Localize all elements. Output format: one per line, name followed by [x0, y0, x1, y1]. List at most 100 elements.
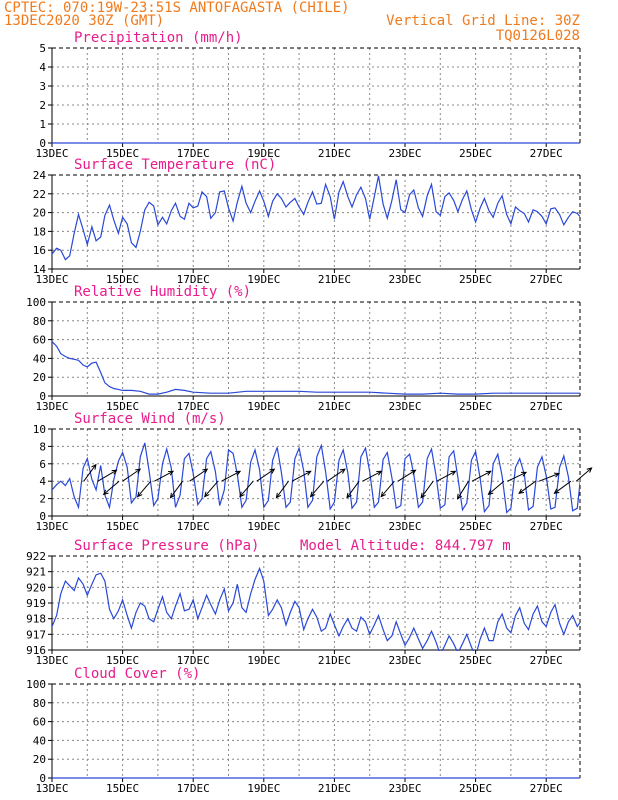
wind-arrow [554, 480, 572, 494]
y-tick-label: 921 [26, 566, 46, 579]
x-tick-label: 21DEC [318, 273, 351, 286]
wind-arrow [239, 480, 254, 497]
panel-title: Surface Pressure (hPa) [74, 538, 259, 554]
wind-arrow-head [235, 470, 242, 476]
x-tick-label: 15DEC [106, 273, 139, 286]
x-tick-label: 27DEC [530, 654, 563, 667]
panel-cloud-cover: 0 20 40 60 80 100 13DEC 15DEC 17DEC 19DEC 21DEC 23D… [26, 666, 581, 795]
series-line [52, 341, 580, 395]
wind-arrow-head [309, 491, 316, 498]
wind-arrow [122, 468, 141, 482]
x-tick-label: 21DEC [318, 782, 351, 795]
y-tick-label: 920 [26, 581, 46, 594]
y-tick-label: 917 [26, 628, 46, 641]
x-tick-label: 19DEC [247, 782, 280, 795]
wind-arrow [362, 470, 382, 482]
y-tick-label: 0 [39, 772, 46, 785]
wind-arrow-head [346, 492, 352, 499]
wind-arrow [346, 480, 360, 498]
wind-arrow [457, 480, 469, 500]
y-tick-label: 60 [33, 334, 46, 347]
x-tick-label: 21DEC [318, 520, 351, 533]
y-tick-label: 918 [26, 613, 46, 626]
y-tick-label: 100 [26, 678, 46, 691]
x-tick-label: 13DEC [35, 520, 68, 533]
x-tick-label: 27DEC [530, 147, 563, 160]
panel-title: Relative Humidity (%) [74, 284, 251, 300]
x-tick-label: 23DEC [388, 147, 421, 160]
panel-title: Cloud Cover (%) [74, 666, 200, 682]
wind-arrow [170, 480, 184, 498]
x-tick-label: 27DEC [530, 273, 563, 286]
y-tick-label: 3 [39, 80, 46, 93]
wind-arrow-head [305, 470, 312, 476]
y-tick-label: 922 [26, 550, 46, 563]
x-tick-label: 27DEC [530, 782, 563, 795]
x-tick-label: 17DEC [177, 147, 210, 160]
y-tick-label: 916 [26, 644, 46, 657]
wind-arrow [137, 480, 152, 497]
header-model: TQ0126L028 [496, 28, 580, 44]
x-tick-label: 23DEC [388, 273, 421, 286]
panel-surface-pressure-hpa: 916 917 918 919 920 921 922 13DEC 15DEC 17DEC 19DE… [26, 538, 581, 667]
wind-arrow [575, 467, 592, 482]
wind-arrow-head [269, 468, 276, 474]
wind-arrow-head [450, 470, 457, 476]
header-date: 13DEC2020 30Z (GMT) [4, 13, 164, 29]
wind-arrow [518, 480, 536, 494]
y-tick-label: 18 [33, 225, 46, 238]
wind-arrow [436, 470, 456, 482]
x-tick-label: 21DEC [318, 147, 351, 160]
wind-arrow [397, 469, 416, 482]
wind-arrow-head [168, 470, 175, 476]
x-tick-label: 25DEC [459, 400, 492, 413]
series-line [52, 442, 580, 514]
wind-arrow-head [380, 491, 386, 498]
wind-arrow-head [339, 468, 346, 474]
wind-arrow-head [487, 489, 494, 496]
wind-arrow-head [485, 470, 492, 476]
wind-arrow-head [203, 491, 210, 498]
y-tick-label: 0 [39, 137, 46, 150]
wind-arrow-head [202, 468, 209, 474]
wind-arrow [507, 471, 527, 482]
y-tick-label: 24 [33, 169, 47, 182]
wind-arrow [276, 480, 289, 498]
wind-arrow-head [91, 463, 97, 470]
y-tick-label: 80 [33, 315, 46, 328]
y-tick-label: 6 [39, 458, 46, 471]
series-line [52, 175, 580, 261]
y-tick-label: 4 [39, 61, 46, 74]
wind-arrow [221, 470, 241, 482]
x-tick-label: 25DEC [459, 273, 492, 286]
wind-arrow [471, 470, 492, 482]
x-tick-label: 21DEC [318, 654, 351, 667]
x-tick-label: 13DEC [35, 273, 68, 286]
series-line [52, 566, 580, 651]
y-tick-label: 80 [33, 697, 46, 710]
wind-arrow [256, 468, 275, 482]
y-tick-label: 5 [39, 42, 46, 55]
y-tick-label: 2 [39, 99, 46, 112]
header-location: CPTEC: 070:19W-23:51S ANTOFAGASTA (CHILE… [4, 0, 350, 16]
y-tick-label: 40 [33, 352, 46, 365]
wind-arrow [97, 469, 117, 482]
panel-surface-temperature-nc: 14 16 18 20 22 24 13DEC 15DEC 17DEC 19DEC 21DEC 23D… [33, 157, 581, 286]
panel-title: Surface Temperature (nC) [74, 157, 276, 173]
panel-surface-wind-m-s: 0 2 4 6 8 10 13DEC 15DEC 17DEC 19DEC 21DEC 23DEC 25D… [33, 411, 593, 533]
x-tick-label: 19DEC [247, 400, 280, 413]
panel-title: Surface Wind (m/s) [74, 411, 226, 427]
wind-arrow-head [376, 470, 383, 476]
x-tick-label: 15DEC [106, 147, 139, 160]
panels: 0 1 2 3 4 5 13DEC 15DEC 17DEC 19DEC 21DEC 23DEC 25DE… [26, 30, 593, 795]
panel-subtitle: Model Altitude: 844.797 m [300, 538, 511, 554]
y-tick-label: 0 [39, 510, 46, 523]
x-tick-label: 17DEC [177, 273, 210, 286]
y-tick-label: 0 [39, 390, 46, 403]
wind-arrow [103, 480, 120, 495]
wind-arrow [154, 470, 174, 482]
y-tick-label: 8 [39, 440, 46, 453]
wind-arrow-head [169, 492, 176, 499]
panel-relative-humidity: 0 20 40 60 80 100 13DEC 15DEC 17DEC 19DEC 21DEC 23D… [26, 284, 581, 413]
